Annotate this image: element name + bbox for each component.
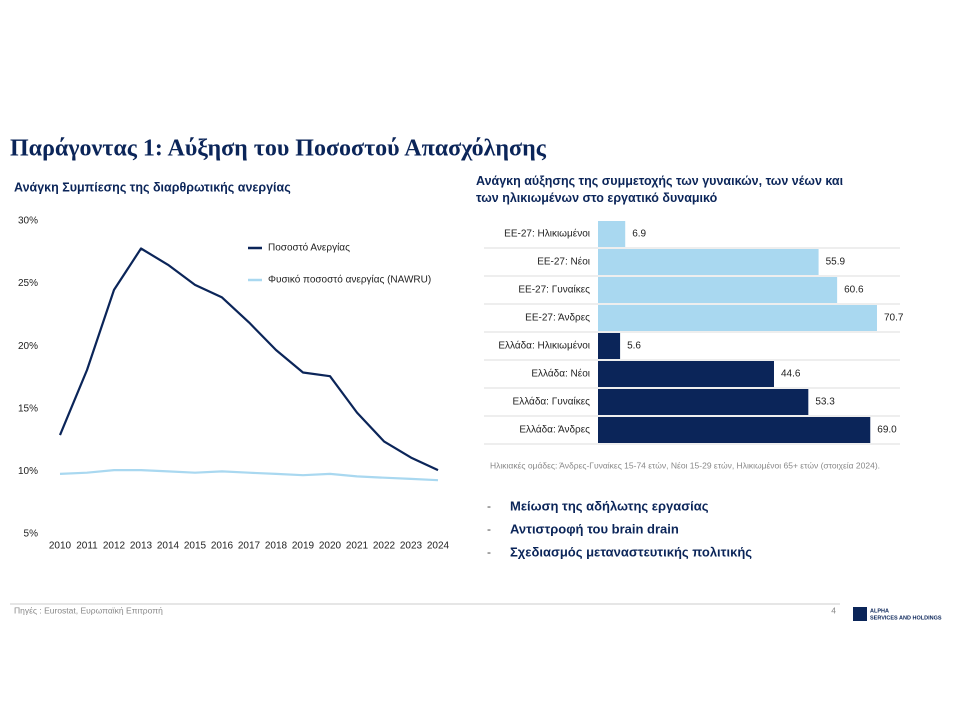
bar <box>598 389 809 415</box>
x-tick-label: 2020 <box>319 541 342 552</box>
x-tick-label: 2019 <box>292 541 315 552</box>
y-tick-label: 15% <box>18 403 38 414</box>
bar <box>598 333 621 359</box>
y-tick-label: Ελλάδα: Ηλικιωμένοι <box>498 340 590 352</box>
y-tick-label: ΕΕ-27: Νέοι <box>537 256 590 268</box>
source: Πηγές : Eurostat, Ευρωπαϊκή Επιτροπή <box>14 605 163 615</box>
legend-label: Φυσικό ποσοστό ανεργίας (NAWRU) <box>268 274 431 286</box>
x-tick-label: 2010 <box>49 541 72 552</box>
logo-text: ALPHA <box>870 608 889 614</box>
y-tick-label: Ελλάδα: Νέοι <box>531 368 590 380</box>
x-tick-label: 2023 <box>400 541 423 552</box>
x-tick-label: 2018 <box>265 541 288 552</box>
x-tick-label: 2021 <box>346 541 369 552</box>
x-tick-label: 2017 <box>238 541 261 552</box>
line-series <box>59 469 439 482</box>
x-tick-label: 2022 <box>373 541 396 552</box>
svg-text:-: - <box>487 499 491 513</box>
logo-icon <box>853 607 867 621</box>
bar <box>598 277 838 303</box>
svg-text:-: - <box>487 522 491 536</box>
x-tick-label: 2014 <box>157 541 180 552</box>
bar <box>598 361 774 387</box>
chart-title: Ανάγκη Συμπίεσης της διαρθρωτικής ανεργί… <box>14 180 291 194</box>
data-label: 70.7 <box>884 313 904 324</box>
y-tick-label: Ελλάδα: Γυναίκες <box>513 396 591 408</box>
line-series <box>58 247 439 472</box>
legend-label: Ποσοστό Ανεργίας <box>268 242 350 254</box>
data-label: 6.9 <box>632 229 646 240</box>
x-tick-label: 2015 <box>184 541 207 552</box>
y-tick-label: 10% <box>18 466 38 477</box>
chart-note: Ηλικιακές ομάδες: Άνδρες-Γυναίκες 15-74 … <box>490 460 880 470</box>
x-tick-label: 2016 <box>211 541 234 552</box>
y-tick-label: 5% <box>24 529 39 540</box>
svg-text:-: - <box>487 545 491 559</box>
y-tick-label: ΕΕ-27: Άνδρες <box>525 313 590 324</box>
bullet: Μείωση της αδήλωτης εργασίας <box>510 498 709 513</box>
bullet: Σχεδιασμός μεταναστευτικής πολιτικής <box>510 544 752 559</box>
bullet-markers: - - - <box>487 499 491 559</box>
bar <box>598 417 871 443</box>
y-tick-label: ΕΕ-27: Γυναίκες <box>518 284 590 296</box>
data-label: 44.6 <box>781 369 801 380</box>
y-tick-label: 20% <box>18 341 38 352</box>
data-label: 53.3 <box>815 397 835 408</box>
y-tick-label: 25% <box>18 278 38 289</box>
y-tick-label: 30% <box>18 216 38 227</box>
x-tick-label: 2012 <box>103 541 126 552</box>
bar <box>598 249 819 275</box>
chart-title: Ανάγκη αύξησης της συμμετοχής των γυναικ… <box>476 174 844 205</box>
data-label: 69.0 <box>877 425 897 436</box>
bar <box>598 221 626 247</box>
x-tick-label: 2013 <box>130 541 153 552</box>
y-tick-label: ΕΕ-27: Ηλικιωμένοι <box>504 228 590 240</box>
data-label: 5.6 <box>627 341 641 352</box>
x-tick-label: 2024 <box>427 541 450 552</box>
bar <box>598 305 877 331</box>
x-tick-label: 2011 <box>76 541 98 552</box>
logo-text: SERVICES AND HOLDINGS <box>870 615 942 621</box>
slide-title: Παράγοντας 1: Αύξηση του Ποσοστού Απασχό… <box>10 136 547 162</box>
data-label: 60.6 <box>844 285 864 296</box>
bullet: Αντιστροφή του brain drain <box>510 521 679 536</box>
page-number: 4 <box>831 605 836 615</box>
y-tick-label: Ελλάδα: Άνδρες <box>519 424 590 436</box>
data-label: 55.9 <box>826 257 846 268</box>
